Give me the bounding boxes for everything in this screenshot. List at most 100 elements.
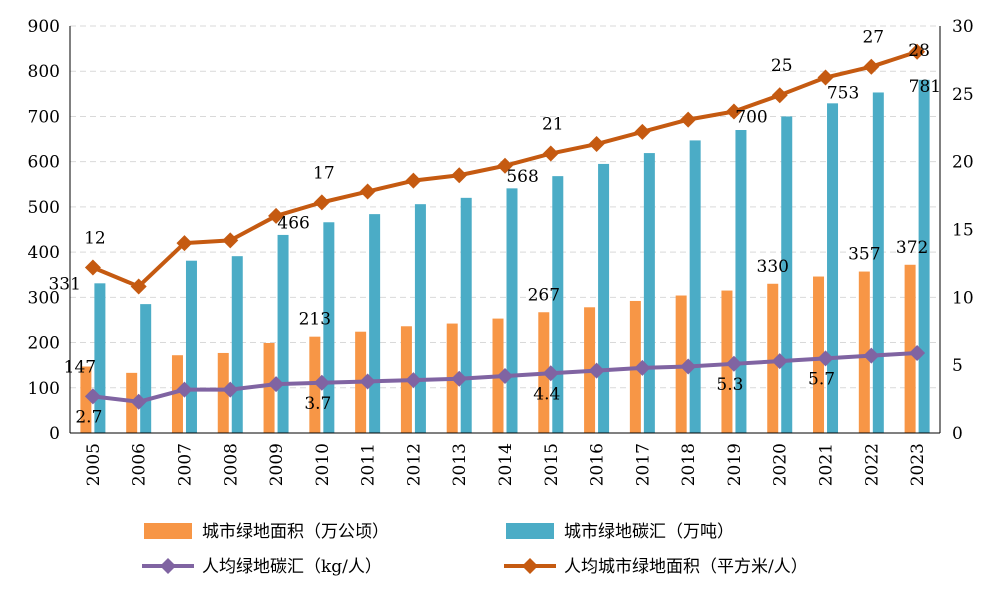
bar-data-label: 700 xyxy=(735,107,767,127)
bar-data-label: 330 xyxy=(757,257,789,277)
bar xyxy=(80,366,92,433)
line-point xyxy=(497,157,513,174)
y-right-tick-label: 30 xyxy=(952,17,974,37)
line-point xyxy=(176,381,193,398)
line-data-label: 27 xyxy=(862,28,884,48)
x-tick-label: 2018 xyxy=(679,443,699,486)
line-point xyxy=(725,103,742,120)
line-point xyxy=(909,344,926,361)
x-tick-label: 2009 xyxy=(267,443,287,486)
bar-data-label: 753 xyxy=(827,83,859,103)
bar-data-label: 568 xyxy=(506,167,538,187)
line-point xyxy=(222,381,239,398)
bar-data-label: 147 xyxy=(64,358,96,378)
x-tick-label: 2021 xyxy=(817,443,837,486)
line-point xyxy=(817,350,834,367)
line-point xyxy=(588,362,605,379)
y-left-tick-label: 400 xyxy=(28,243,60,263)
line-point xyxy=(359,373,376,390)
line-point xyxy=(497,368,513,385)
line-point xyxy=(634,359,651,376)
bar-data-label: 372 xyxy=(896,238,928,258)
x-tick-label: 2016 xyxy=(588,443,608,486)
line-data-label: 5.7 xyxy=(808,369,835,389)
bar xyxy=(767,283,779,433)
bar xyxy=(552,176,564,434)
bar xyxy=(263,343,275,433)
legend-label: 人均城市绿地面积（平方米/人） xyxy=(564,557,808,577)
line-point xyxy=(588,136,605,153)
y-right-tick-label: 20 xyxy=(952,153,974,173)
gridlines xyxy=(70,25,940,389)
line-data-label: 21 xyxy=(542,115,564,135)
legend-swatch xyxy=(144,523,192,539)
line-point xyxy=(863,347,880,364)
x-tick-label: 2010 xyxy=(313,443,333,486)
line-point xyxy=(405,172,422,189)
y-right-tick-label: 25 xyxy=(952,85,974,105)
bar xyxy=(369,214,381,433)
bar-data-label: 781 xyxy=(909,77,941,97)
line-point xyxy=(84,259,101,276)
bar-data-label: 213 xyxy=(299,310,331,330)
bar xyxy=(460,197,472,433)
line-point xyxy=(771,353,788,370)
line-point xyxy=(725,355,742,372)
x-tick-label: 2012 xyxy=(404,443,424,486)
line-point xyxy=(222,232,239,249)
bar xyxy=(689,140,701,433)
line-data-label: 2.7 xyxy=(75,407,102,427)
bar xyxy=(872,92,884,433)
line-point xyxy=(268,207,285,224)
x-tick-label: 2013 xyxy=(450,443,470,486)
y-right-tick-label: 15 xyxy=(952,221,974,241)
y-left-tick-label: 200 xyxy=(28,334,60,354)
bar-data-label: 267 xyxy=(528,285,560,305)
x-tick-label: 2011 xyxy=(359,443,379,486)
x-tick-label: 2006 xyxy=(130,443,150,486)
line-point xyxy=(542,145,559,162)
line-point xyxy=(451,167,468,184)
bar xyxy=(675,295,687,433)
line-data-label: 3.7 xyxy=(304,394,331,414)
y-right-tick-label: 0 xyxy=(952,424,963,444)
legend-label: 人均绿地碳汇（kg/人） xyxy=(202,557,382,577)
line-point xyxy=(313,374,330,391)
line-point xyxy=(84,388,101,405)
line-point xyxy=(863,58,880,75)
bar xyxy=(231,256,243,433)
line-point xyxy=(542,365,559,382)
y-left-tick-label: 500 xyxy=(28,198,60,218)
line-point xyxy=(680,111,697,128)
line-data-label: 28 xyxy=(908,41,930,61)
line-point xyxy=(771,87,788,104)
bar-data-label: 331 xyxy=(48,274,80,294)
x-tick-label: 2022 xyxy=(862,443,882,486)
x-tick-label: 2005 xyxy=(84,443,104,486)
line-data-label: 12 xyxy=(84,228,106,248)
line-data-label: 17 xyxy=(313,163,335,183)
x-tick-label: 2017 xyxy=(633,443,653,486)
bar xyxy=(277,234,289,433)
legend: 城市绿地面积（万公顷） 城市绿地碳汇（万吨） 人均绿地碳汇（kg/人） 人均城市绿地面… xyxy=(142,522,808,577)
legend-marker xyxy=(522,558,538,574)
y-left-tick-label: 900 xyxy=(28,17,60,37)
line-data-label: 5.3 xyxy=(716,375,743,395)
y-left-tick-label: 0 xyxy=(49,424,60,444)
bar xyxy=(94,283,106,433)
line-point xyxy=(909,43,926,60)
bar xyxy=(904,264,916,433)
x-tick-label: 2019 xyxy=(725,443,745,486)
line-point xyxy=(451,370,468,387)
bar xyxy=(643,153,655,433)
line-point xyxy=(359,183,376,200)
data-labels: 147 213 267 330 357 372 331 466 568 700 753 781 2.7 3… xyxy=(48,28,941,428)
bar xyxy=(721,290,733,433)
legend-marker xyxy=(160,558,176,574)
bar xyxy=(140,304,152,433)
y-left-tick-label: 300 xyxy=(28,288,60,308)
y-right-tick-label: 5 xyxy=(952,356,963,376)
line-point xyxy=(313,194,330,211)
lines xyxy=(84,43,926,410)
line-point xyxy=(680,358,697,375)
